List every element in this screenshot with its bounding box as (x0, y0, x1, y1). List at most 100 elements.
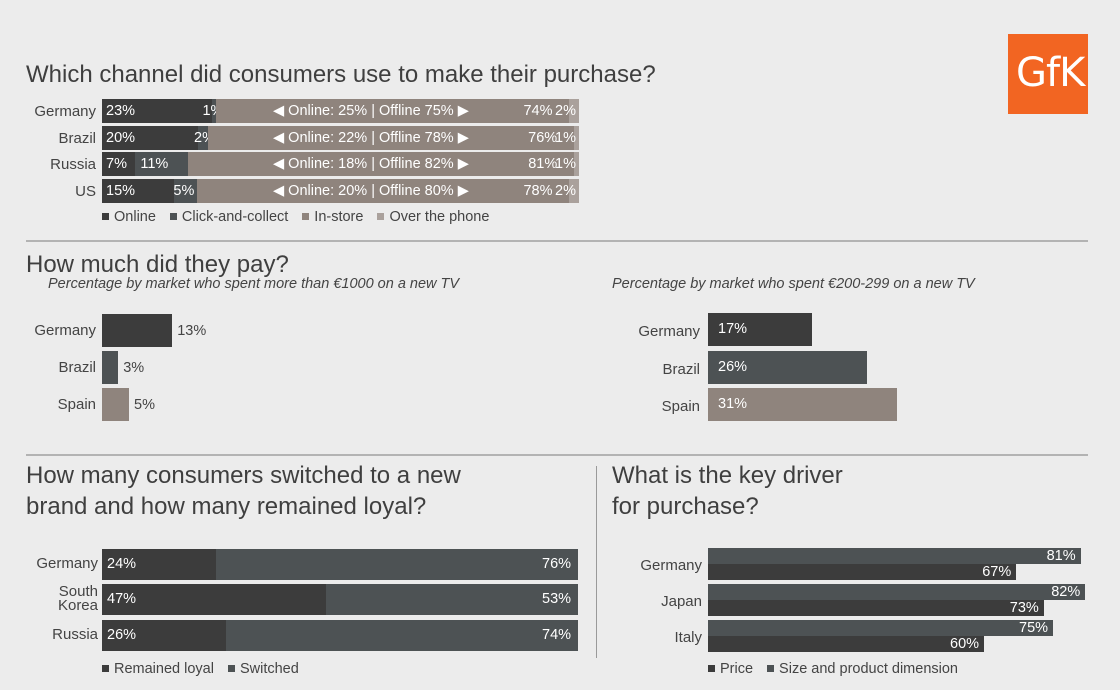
channel-annotation-russia: ◀ Online: 18% | Offline 82% ▶ (273, 156, 469, 172)
channel-label-us-in-store: 78% (523, 183, 553, 199)
channel-bar-brazil-over-the-phone (574, 126, 579, 150)
loyalty-category-south-korea-line-2: Korea (57, 597, 98, 614)
driver-label-italy-price: 60% (950, 636, 980, 652)
pay-high-label-spain: 5% (134, 397, 155, 413)
driver-category-japan: Japan (661, 593, 702, 610)
legend-label-over-the-phone: Over the phone (389, 208, 490, 225)
driver-chart-title-line-2: for purchase? (612, 493, 759, 520)
driver-category-germany: Germany (640, 557, 702, 574)
legend-item-over-the-phone: Over the phone (377, 209, 489, 225)
gfk-logo: GfK (1008, 34, 1088, 114)
pay-mid-label-germany: 17% (718, 321, 748, 337)
channel-label-russia-click-and-collect: 11% (140, 156, 169, 172)
pay-mid-category-spain: Spain (661, 398, 700, 415)
channel-category-russia: Russia (50, 156, 96, 173)
driver-bar-germany-size-and-product-dimension (708, 548, 1081, 564)
channel-bar-russia-online (102, 152, 136, 176)
loyalty-category-germany: Germany (36, 555, 98, 572)
legend-swatch-online (102, 213, 109, 220)
legend-swatch-size-and-product-dimension (767, 665, 775, 672)
loyalty-category-russia: Russia (52, 626, 98, 643)
loyalty-label-south-korea-remained-loyal: 47% (107, 591, 137, 607)
legend-label-click-and-collect: Click-and-collect (181, 208, 289, 225)
channel-bar-russia-over-the-phone (574, 152, 579, 176)
legend-item-size-and-product-dimension: Size and product dimension (767, 661, 958, 677)
channel-label-brazil-over-the-phone: 1% (555, 130, 576, 146)
channel-bar-germany-in-store (216, 99, 570, 123)
legend-swatch-in-store (302, 213, 310, 220)
gfk-logo-text: GfK (1016, 50, 1085, 96)
driver-bar-germany-price (708, 564, 1017, 580)
loyalty-bar-germany-remained-loyal (102, 549, 217, 580)
legend-item-in-store: In-store (302, 209, 363, 225)
channel-bar-us-in-store (197, 179, 570, 203)
pay-mid-label-spain: 31% (718, 396, 748, 412)
channel-bar-russia-click-and-collect (135, 152, 188, 176)
divider-middle (26, 454, 1088, 456)
channel-annotation-germany: ◀ Online: 25% | Offline 75% ▶ (273, 103, 469, 119)
channel-bar-us-online (102, 179, 174, 203)
channel-bar-brazil-online (102, 126, 199, 150)
driver-bar-japan-size-and-product-dimension (708, 584, 1086, 600)
legend-swatch-switched (227, 665, 235, 672)
channel-bar-germany-over-the-phone (569, 99, 579, 123)
channel-label-us-over-the-phone: 2% (555, 183, 576, 199)
legend-label-in-store: In-store (314, 208, 364, 225)
loyalty-label-russia-remained-loyal: 26% (107, 627, 137, 643)
channel-bar-us-over-the-phone (569, 179, 579, 203)
pay-chart-title: How much did they pay? (26, 251, 289, 278)
loyalty-category-south-korea-line-1: South (58, 583, 98, 600)
legend-label-online: Online (114, 208, 156, 225)
driver-legend: Price Size and product dimension (708, 660, 972, 677)
driver-label-japan-price: 73% (1009, 600, 1039, 616)
legend-label-price: Price (720, 660, 754, 677)
driver-chart-title-line-1: What is the key driver (612, 462, 843, 489)
channel-label-us-online: 15% (106, 183, 136, 199)
loyalty-legend: Remained loyal Switched (102, 660, 313, 677)
legend-item-switched: Switched (227, 660, 299, 677)
pay-high-bar-brazil (102, 351, 119, 384)
channel-annotation-us: ◀ Online: 20% | Offline 80% ▶ (273, 183, 469, 199)
legend-item-remained-loyal: Remained loyal (102, 661, 214, 677)
channel-annotation-brazil: ◀ Online: 22% | Offline 78% ▶ (273, 130, 469, 146)
legend-item-price: Price (708, 661, 753, 677)
pay-high-bar-spain (102, 388, 129, 421)
legend-item-click-and-collect: Click-and-collect (169, 208, 289, 225)
loyalty-bar-south-korea-switched (325, 584, 578, 615)
pay-mid-bar-brazil (708, 351, 867, 384)
driver-bar-italy-size-and-product-dimension (708, 620, 1053, 636)
channel-bar-us-click-and-collect (173, 179, 198, 203)
channel-label-brazil-in-store: 76% (528, 130, 558, 146)
channel-label-germany-in-store: 74% (523, 103, 553, 119)
channel-label-us-click-and-collect: 5% (173, 183, 195, 199)
channel-category-germany: Germany (34, 103, 96, 120)
pay-high-subtitle: Percentage by market who spent more than… (48, 276, 460, 292)
loyalty-chart-title-line-1: How many consumers switched to a new (26, 462, 461, 489)
driver-label-germany-price: 67% (982, 564, 1012, 580)
channel-bar-brazil-in-store (208, 126, 575, 150)
channel-chart-title: Which channel did consumers use to make … (26, 61, 656, 88)
pay-mid-label-brazil: 26% (718, 359, 748, 375)
channel-label-brazil-online: 20% (106, 130, 136, 146)
driver-label-japan-size-and-product-dimension: 82% (1051, 584, 1081, 600)
pay-mid-subtitle: Percentage by market who spent €200-299 … (612, 276, 975, 292)
legend-swatch-price (708, 665, 715, 672)
legend-swatch-click-and-collect (169, 213, 177, 220)
legend-label-remained-loyal: Remained loyal (114, 660, 214, 677)
legend-swatch-remained-loyal (102, 665, 109, 672)
channel-label-germany-online: 23% (106, 103, 136, 119)
pay-high-label-germany: 13% (177, 323, 207, 339)
loyalty-label-russia-switched: 74% (542, 627, 572, 643)
channel-label-russia-online: 7% (106, 156, 127, 172)
loyalty-bar-germany-switched (216, 549, 578, 580)
legend-item-online: Online (102, 209, 156, 225)
pay-high-category-brazil: Brazil (58, 359, 96, 376)
channel-category-us: US (75, 183, 96, 200)
channel-category-brazil: Brazil (58, 130, 96, 147)
loyalty-bar-south-korea-remained-loyal (102, 584, 326, 615)
channel-bar-russia-in-store (187, 152, 575, 176)
pay-high-label-brazil: 3% (123, 360, 145, 376)
legend-label-size-and-product-dimension: Size and product dimension (779, 660, 958, 677)
legend-label-switched: Switched (239, 660, 299, 677)
driver-label-italy-size-and-product-dimension: 75% (1019, 620, 1049, 636)
